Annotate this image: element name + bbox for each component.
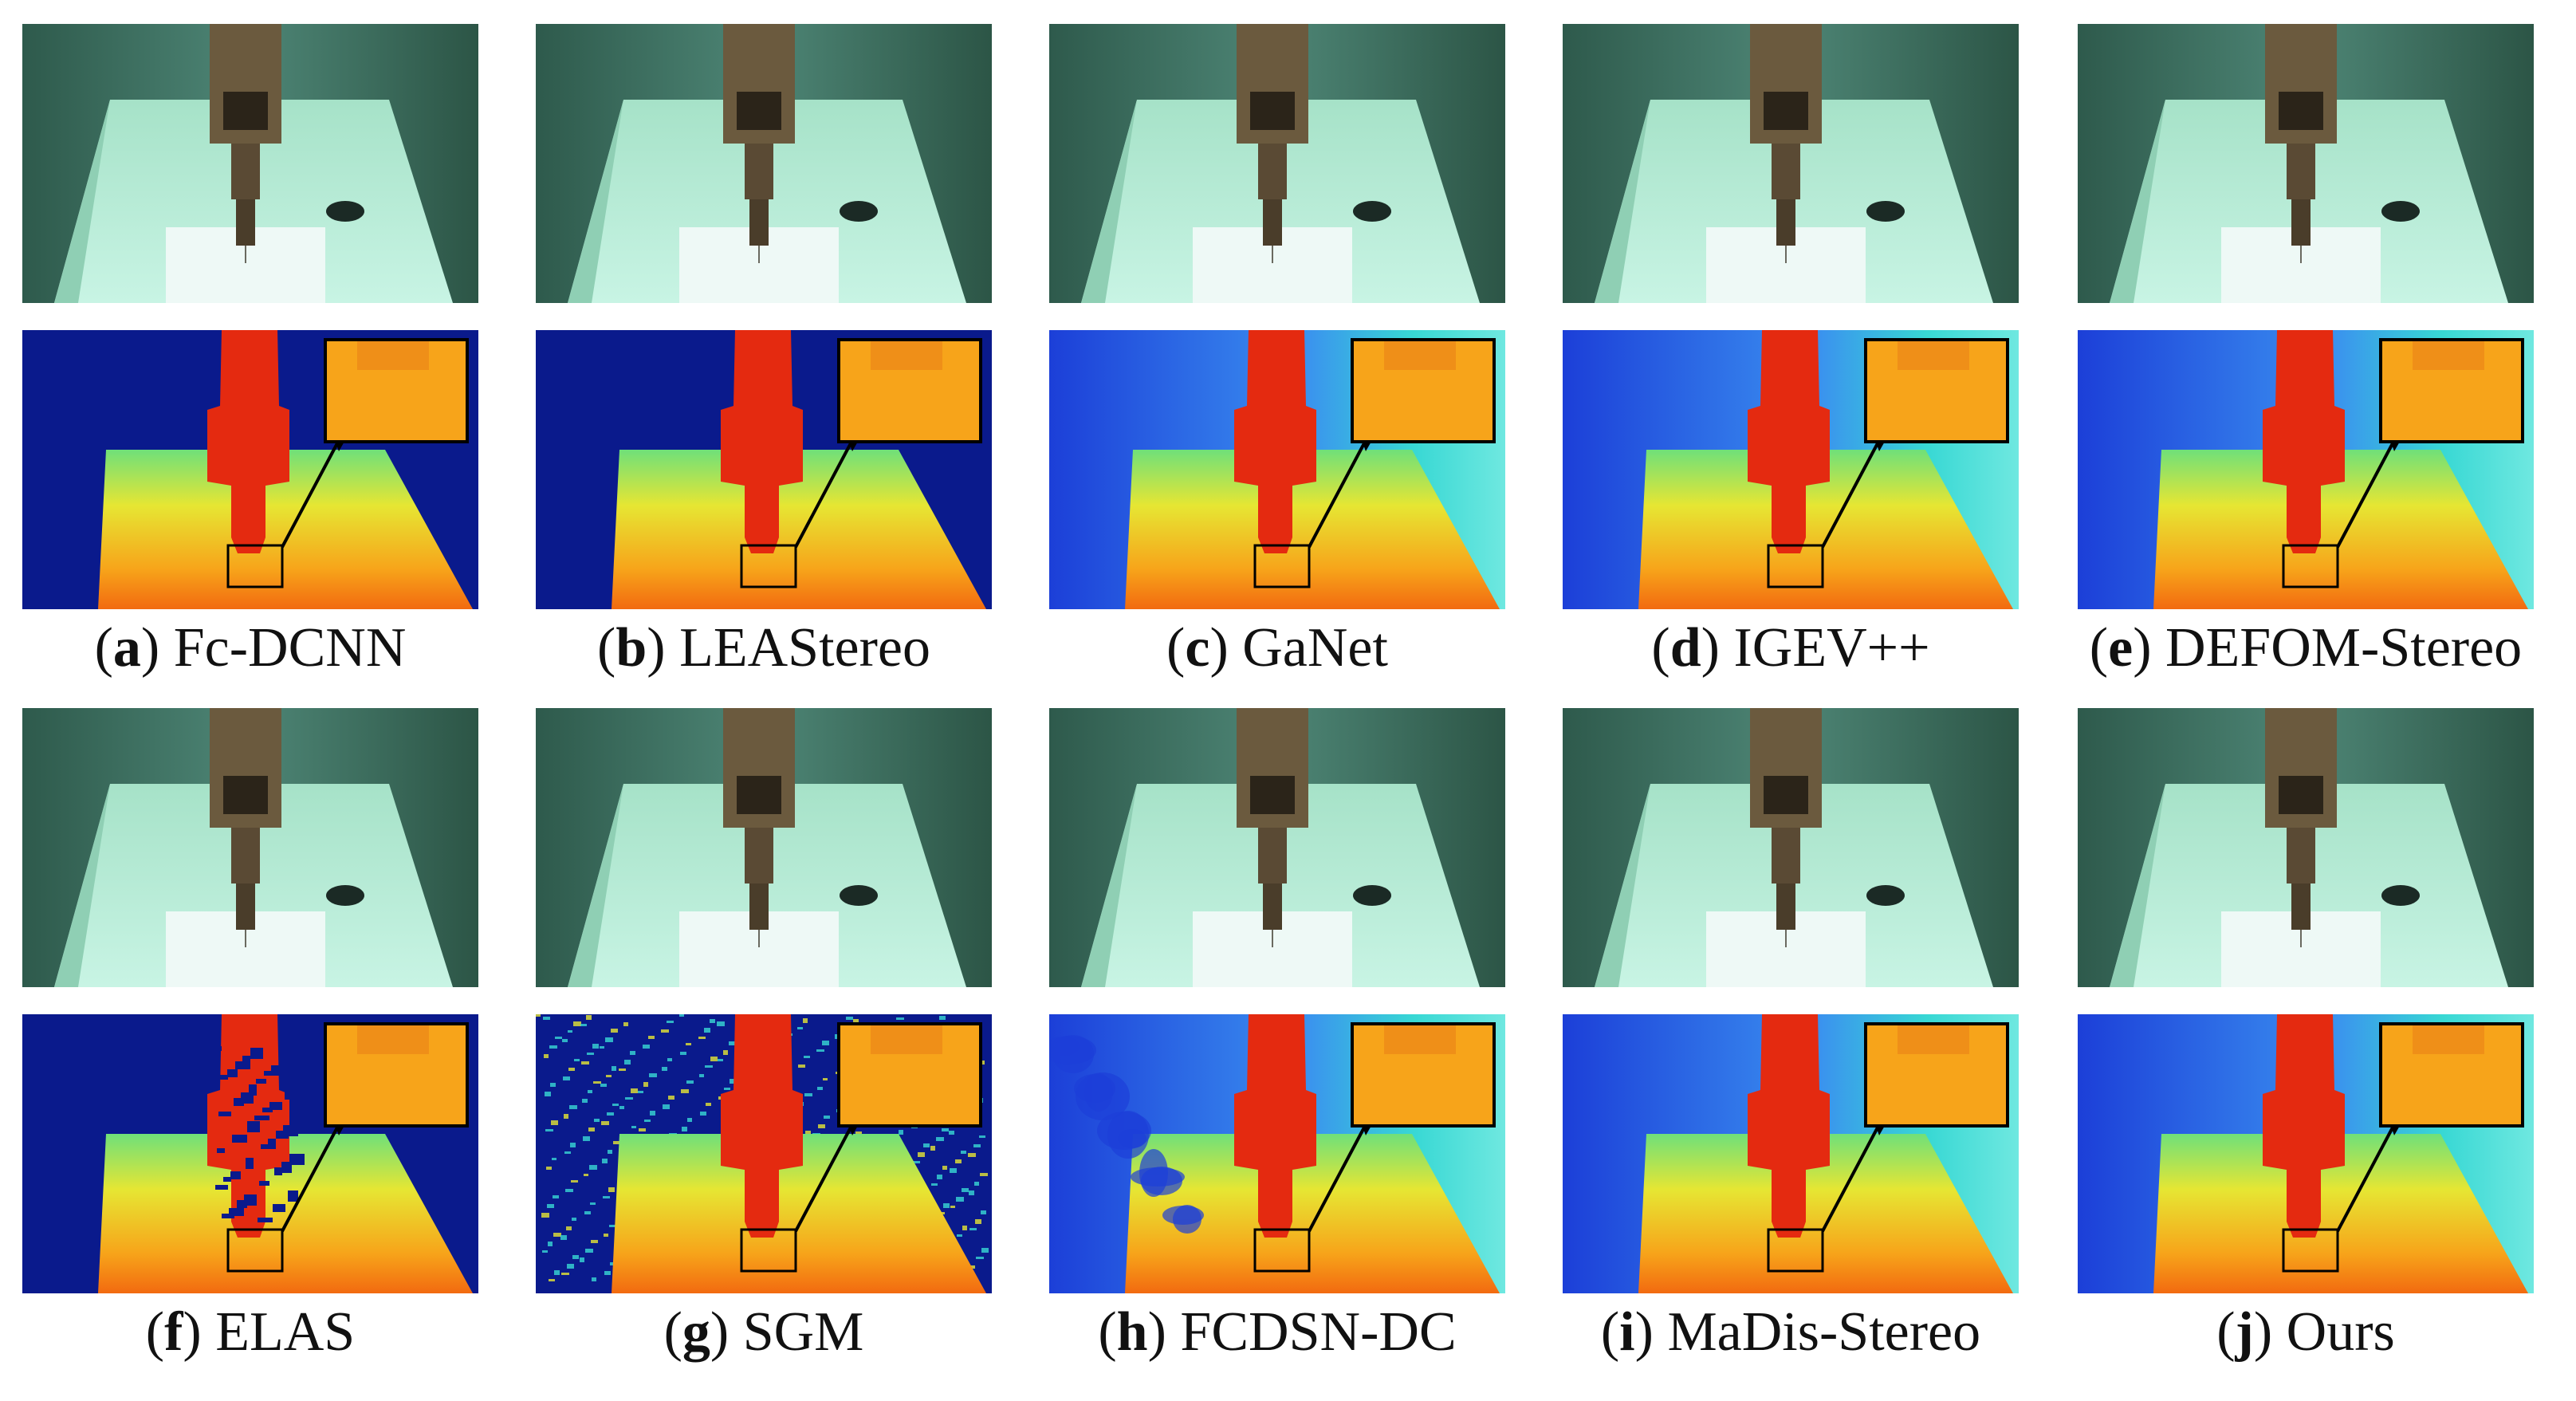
robot-arm-photo xyxy=(22,24,478,303)
method-name: MaDis-Stereo xyxy=(1667,1301,1981,1363)
method-name: IGEV++ xyxy=(1733,617,1930,679)
robot-arm-photo xyxy=(1563,708,2019,987)
robot-arm-photo xyxy=(536,24,992,303)
disparity-map xyxy=(2078,1014,2534,1293)
robot-arm-photo xyxy=(1049,24,1505,303)
method-name: GaNet xyxy=(1242,617,1388,679)
panel-letter: i xyxy=(1619,1301,1635,1363)
panel-caption: (i) MaDis-Stereo xyxy=(1600,1301,1981,1363)
disparity-map xyxy=(1563,1014,2019,1293)
panel-letter: a xyxy=(112,617,141,679)
method-name: ELAS xyxy=(215,1301,356,1363)
method-name: Fc-DCNN xyxy=(173,617,407,679)
panel-caption: (a) Fc-DCNN xyxy=(94,617,407,679)
disparity-map xyxy=(536,1014,992,1293)
method-name: LEAStereo xyxy=(679,617,930,679)
robot-arm-photo xyxy=(1049,708,1505,987)
panel-letter: c xyxy=(1185,617,1210,679)
panel-caption: (c) GaNet xyxy=(1166,617,1388,679)
panel-caption: (e) DEFOM-Stereo xyxy=(2089,617,2523,679)
panel-letter: h xyxy=(1116,1301,1148,1363)
disparity-map xyxy=(2078,330,2534,609)
disparity-map xyxy=(1049,1014,1505,1293)
panel-caption: (d) IGEV++ xyxy=(1651,617,1930,679)
robot-arm-photo xyxy=(536,708,992,987)
panel-caption: (h) FCDSN-DC xyxy=(1098,1301,1457,1363)
disparity-map xyxy=(22,1014,478,1293)
method-name: SGM xyxy=(742,1301,864,1363)
panel-caption: (b) LEAStereo xyxy=(597,617,930,679)
disparity-map xyxy=(536,330,992,609)
method-name: Ours xyxy=(2286,1301,2395,1363)
panel-letter: g xyxy=(682,1301,710,1363)
disparity-map xyxy=(1563,330,2019,609)
panel-letter: d xyxy=(1669,617,1701,679)
method-name: FCDSN-DC xyxy=(1180,1301,1457,1363)
panel-letter: j xyxy=(2235,1301,2254,1363)
robot-arm-photo xyxy=(22,708,478,987)
robot-arm-photo xyxy=(1563,24,2019,303)
panel-letter: e xyxy=(2108,617,2134,679)
panel-letter: f xyxy=(164,1301,183,1363)
method-name: DEFOM-Stereo xyxy=(2165,617,2523,679)
disparity-map xyxy=(1049,330,1505,609)
robot-arm-photo xyxy=(2078,24,2534,303)
panel-caption: (g) SGM xyxy=(663,1301,864,1363)
robot-arm-photo xyxy=(2078,708,2534,987)
panel-caption: (j) Ours xyxy=(2216,1301,2395,1363)
panel-letter: b xyxy=(615,617,647,679)
panel-caption: (f) ELAS xyxy=(145,1301,356,1363)
disparity-map xyxy=(22,330,478,609)
